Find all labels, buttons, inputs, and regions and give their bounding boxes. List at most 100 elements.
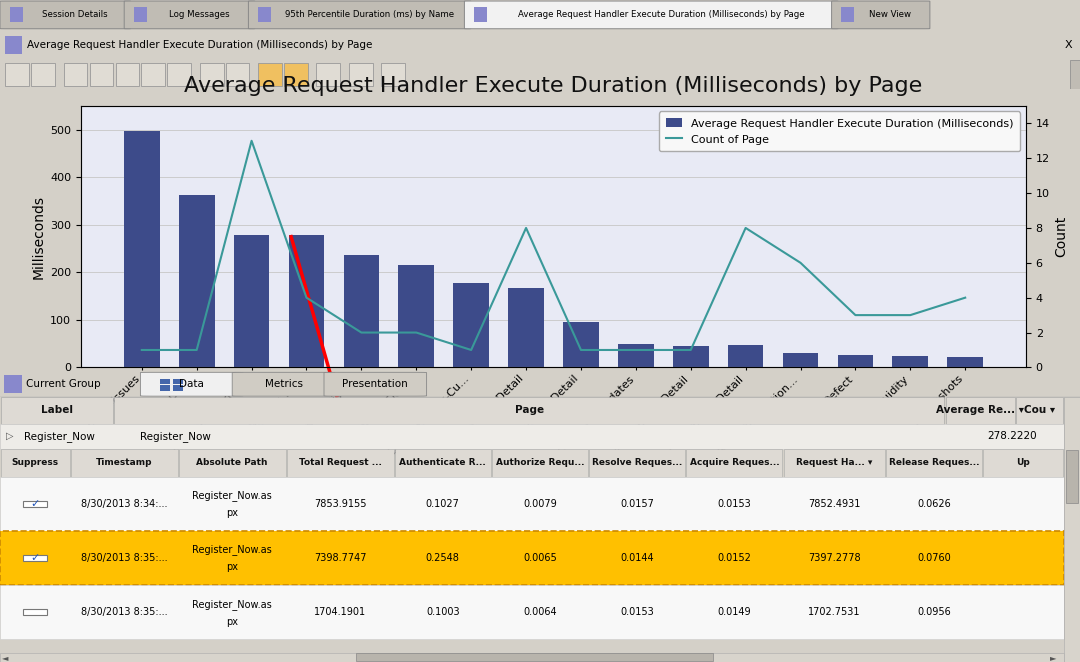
Text: 0.0149: 0.0149 <box>717 607 752 618</box>
Bar <box>24 501 48 506</box>
FancyBboxPatch shape <box>324 372 427 396</box>
Bar <box>1064 585 1080 639</box>
Bar <box>0 477 1064 531</box>
Text: 0.0064: 0.0064 <box>523 607 557 618</box>
Bar <box>1066 450 1078 503</box>
Bar <box>1064 477 1080 531</box>
Bar <box>233 235 269 367</box>
Text: Log Messages: Log Messages <box>168 10 230 19</box>
Bar <box>492 449 588 477</box>
Bar <box>946 397 1014 424</box>
Text: Register_Now: Register_Now <box>140 431 212 442</box>
Bar <box>349 62 373 86</box>
Text: 0.0144: 0.0144 <box>620 553 654 563</box>
Text: X: X <box>1065 40 1072 50</box>
Text: 0.0760: 0.0760 <box>917 553 951 563</box>
Bar <box>134 7 147 23</box>
Bar <box>509 287 544 367</box>
Bar <box>590 449 686 477</box>
FancyBboxPatch shape <box>0 1 131 28</box>
Bar <box>71 449 178 477</box>
Bar <box>983 449 1063 477</box>
Bar <box>287 449 393 477</box>
Bar <box>10 7 23 23</box>
Bar <box>841 7 854 23</box>
Text: ►: ► <box>1050 653 1056 662</box>
Text: Acquire Reques...: Acquire Reques... <box>690 458 779 467</box>
Bar <box>5 36 22 54</box>
Bar <box>31 62 55 86</box>
Text: Register_Now.as: Register_Now.as <box>192 598 272 610</box>
Bar <box>4 375 22 393</box>
Bar <box>1064 397 1080 424</box>
Bar <box>395 449 490 477</box>
Bar <box>892 355 928 367</box>
Text: px: px <box>226 616 239 626</box>
Text: 0.0065: 0.0065 <box>523 553 557 563</box>
Bar <box>90 62 113 86</box>
Text: Total Request ...: Total Request ... <box>299 458 381 467</box>
Text: 0.0079: 0.0079 <box>523 498 557 509</box>
Title: Average Request Handler Execute Duration (Milliseconds) by Page: Average Request Handler Execute Duration… <box>185 76 922 96</box>
Bar <box>116 62 139 86</box>
Text: Timestamp: Timestamp <box>96 458 152 467</box>
Text: 1702.7531: 1702.7531 <box>808 607 861 618</box>
Bar <box>316 62 340 86</box>
Bar <box>399 265 434 367</box>
Text: ✓: ✓ <box>30 553 40 563</box>
Text: Request Ha... ▾: Request Ha... ▾ <box>796 458 873 467</box>
Bar <box>0 449 70 477</box>
FancyBboxPatch shape <box>248 1 471 28</box>
Y-axis label: Count: Count <box>1054 216 1068 258</box>
Text: px: px <box>226 508 239 518</box>
Text: New View: New View <box>869 10 912 19</box>
Text: 0.0956: 0.0956 <box>917 607 951 618</box>
Bar <box>0 653 1064 662</box>
Text: 278.2220: 278.2220 <box>987 431 1037 442</box>
Bar <box>258 7 271 23</box>
Bar <box>947 357 983 367</box>
Bar <box>0 531 1064 585</box>
Text: 7853.9155: 7853.9155 <box>314 498 366 509</box>
Text: Authenticate R...: Authenticate R... <box>400 458 486 467</box>
Bar <box>173 385 183 391</box>
Text: Authorize Requ...: Authorize Requ... <box>496 458 584 467</box>
Bar <box>160 379 170 384</box>
Text: 0.0153: 0.0153 <box>620 607 654 618</box>
Text: ✓: ✓ <box>30 498 40 509</box>
Text: Up: Up <box>1016 458 1030 467</box>
Bar <box>258 62 282 86</box>
Bar <box>160 385 170 391</box>
Bar <box>784 449 886 477</box>
FancyBboxPatch shape <box>464 1 838 28</box>
Text: Session Details: Session Details <box>42 10 108 19</box>
Text: Register_Now.as: Register_Now.as <box>192 544 272 555</box>
Bar <box>0 397 113 424</box>
Bar <box>728 345 764 367</box>
Bar <box>0 424 1064 449</box>
Text: 8/30/2013 8:35:...: 8/30/2013 8:35:... <box>81 553 167 563</box>
Bar <box>783 353 819 367</box>
Text: Cou ▾: Cou ▾ <box>1024 405 1055 416</box>
Bar <box>179 195 215 367</box>
Text: 0.0152: 0.0152 <box>717 553 752 563</box>
Bar <box>673 346 708 367</box>
Text: ◄: ◄ <box>2 653 9 662</box>
Bar <box>288 235 324 367</box>
X-axis label: Page: Page <box>537 461 570 475</box>
Text: 7397.2778: 7397.2778 <box>808 553 861 563</box>
Bar <box>474 7 487 23</box>
Text: Current Group: Current Group <box>26 379 100 389</box>
Text: Register_Now.as: Register_Now.as <box>192 490 272 501</box>
Bar <box>24 555 48 561</box>
Text: 0.2548: 0.2548 <box>426 553 460 563</box>
Bar <box>1064 397 1080 662</box>
Bar <box>141 62 165 86</box>
Bar <box>0 585 1064 639</box>
Text: Average Request Handler Execute Duration (Milliseconds) by Page: Average Request Handler Execute Duration… <box>27 40 373 50</box>
Bar <box>886 449 983 477</box>
Bar <box>356 653 713 661</box>
Bar <box>173 379 183 384</box>
Bar <box>618 344 653 367</box>
Bar <box>1064 424 1080 449</box>
